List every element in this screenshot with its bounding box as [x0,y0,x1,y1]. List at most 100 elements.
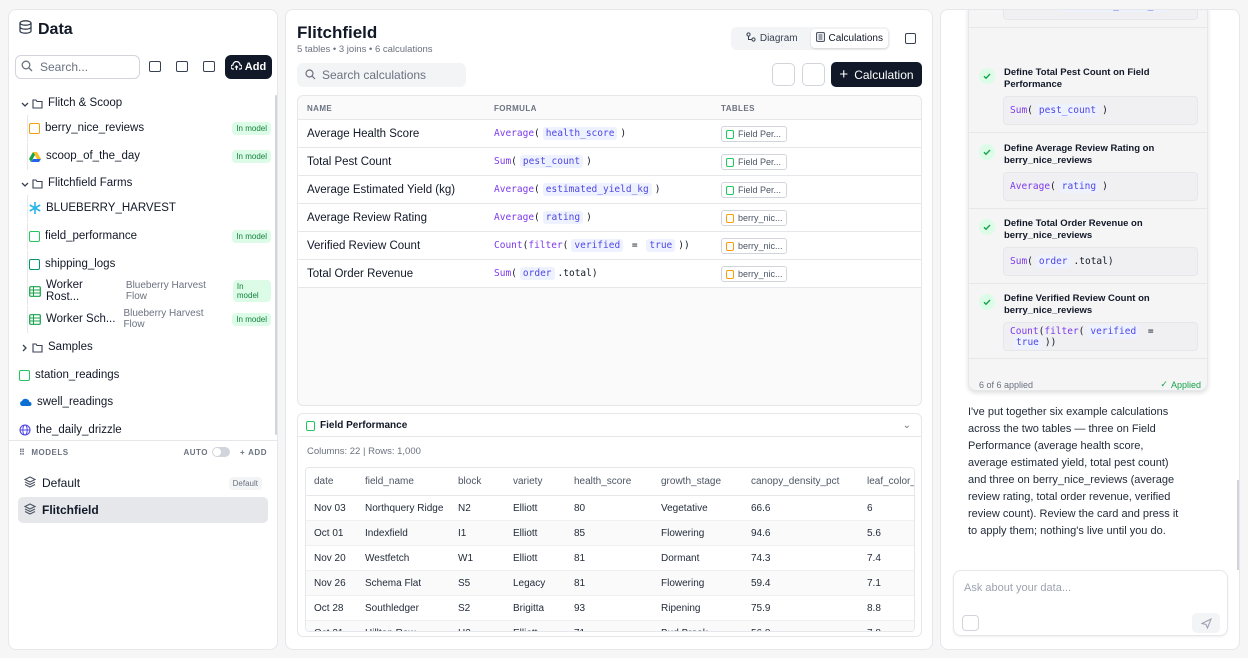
data-cell: 75.9 [751,603,771,614]
check-icon [979,68,995,87]
tree-item[interactable]: Flitchfield Farms [21,174,269,192]
tag-icon [726,241,734,251]
input-placeholder: Ask about your data... [964,582,1072,594]
data-column: block [458,476,482,487]
data-cell: Elliott [513,503,538,514]
tab[interactable]: Diagram [733,29,811,48]
tree-item[interactable]: Samples [21,338,269,356]
item-icon [21,178,43,189]
item-icon [29,258,40,270]
tree-item[interactable]: swell_readings [19,393,269,411]
auto-label: AUTO [183,447,208,457]
tab[interactable]: Calculations [810,29,888,48]
calc-search[interactable]: Search calculations [297,63,466,87]
data-cell: 71 [574,628,585,631]
icon-button[interactable] [772,63,795,86]
data-column: growth_stage [661,476,722,487]
tree-item[interactable]: Worker Sch... Blueberry Harvest Flow In mo… [29,308,271,330]
tree-item[interactable]: berry_nice_reviews In model [29,119,271,137]
tree-guide [27,115,28,142]
calc-row[interactable]: Average Estimated Yield (kg) Average(esti… [298,176,921,204]
item-label: the_daily_drizzle [36,424,122,436]
item-detail: Blueberry Harvest Flow [123,308,204,330]
data-column: variety [513,476,543,487]
item-label: Worker Rost... [46,279,83,303]
toolbar-button[interactable] [203,61,215,72]
calc-row[interactable]: Average Health Score Average(health_score… [298,120,921,148]
calc-name: Total Pest Count [307,156,392,168]
table-name: berry_nic... [738,241,783,251]
data-cell: 6 [867,503,873,514]
search-box[interactable]: Search... [15,55,140,79]
formula: Average(estimated_yield_kg) [1010,10,1176,12]
data-cell: Hilltop Row [365,628,416,631]
chat-panel: PerformanceAverage(estimated_yield_kg) De… [940,9,1240,650]
data-cell: Oct 28 [314,603,344,614]
data-cell: 8.8 [867,603,881,614]
add-button[interactable]: Add [225,55,272,79]
data-cell: Northquery Ridge [365,503,444,514]
auto-toggle[interactable] [211,447,230,457]
calc-row[interactable]: Verified Review Count Count(filter(verifi… [298,232,921,260]
item-label: scoop_of_the_day [46,150,140,162]
preview-card: Field Performance ⌄ Columns: 22 | Rows: 1,… [297,413,922,637]
tree-item[interactable]: field_performance In model [29,227,271,245]
formula: Sum(order .total) [1010,255,1114,268]
tab-label: Diagram [759,33,798,44]
check-icon [979,294,995,313]
check-icon [979,144,995,163]
data-cell: Elliott [513,628,537,631]
add-model[interactable]: + ADD [240,448,267,457]
preview-header: Field Performance ⌄ [306,420,911,431]
upload-icon [230,60,243,74]
new-calculation[interactable]: + Calculation [831,62,922,87]
search-icon [21,60,33,75]
chat-input[interactable]: Ask about your data... [953,570,1228,636]
table-name: berry_nic... [738,213,783,223]
tag-icon [726,185,734,195]
formula: Count(filter(verified = true)) [1010,324,1154,349]
table-name: Field Per... [738,129,782,139]
item-label: Samples [48,341,93,353]
toolbar-button[interactable] [176,61,188,72]
model-item[interactable]: Flitchfield [18,497,268,523]
history-button[interactable] [962,615,979,631]
tree-item[interactable]: scoop_of_the_day In model [29,147,271,165]
tag-icon [726,269,734,279]
data-cell: Vegetative [661,503,708,514]
plus: + [839,66,849,83]
tree-item[interactable]: the_daily_drizzle [19,421,269,439]
calc-row[interactable]: Total Pest Count Sum(pest_count) Field Per… [298,148,921,176]
data-cell: N2 [458,503,471,514]
column-header: TABLES [721,104,755,113]
item-icon [29,230,40,242]
column-header: FORMULA [494,104,537,113]
tree-item[interactable]: shipping_logs [29,255,271,273]
calc-name: Total Order Revenue [307,268,414,280]
data-cell: 56.8 [751,628,770,631]
status-icon: ✓ [1160,379,1168,389]
data-cell: Elliott [513,528,538,539]
tree-item[interactable]: BLUEBERRY_HARVEST [29,199,271,217]
tree-item[interactable]: Flitch & Scoop [21,94,269,112]
model-item[interactable]: Default Default [18,470,268,496]
data-column: date [314,476,334,487]
divider [298,436,921,437]
send-button[interactable] [1192,613,1220,633]
calc-row[interactable]: Average Review Rating Average(rating) berr… [298,204,921,232]
data-cell: Oct 01 [314,528,344,539]
tree-item[interactable]: Worker Rost... Blueberry Harvest Flow In m… [29,279,271,303]
data-cell: Elliott [513,553,538,564]
data-cell: Ripening [661,603,701,614]
data-row: Nov 03 Northquery Ridge N2 Elliott 80 Vegetat… [306,496,914,521]
data-column: field_name [365,476,414,487]
toolbar-button[interactable] [149,61,161,72]
model-badge: Default [228,476,262,490]
tag-icon [726,129,734,139]
formula: Sum(order .total) [494,267,598,280]
calc-row[interactable]: Total Order Revenue Sum(order .total) berry… [298,260,921,288]
icon-button[interactable] [802,63,825,86]
panel-toggle[interactable] [905,33,916,44]
tree-item[interactable]: station_readings [19,366,269,384]
data-cell: Nov 03 [314,503,346,514]
